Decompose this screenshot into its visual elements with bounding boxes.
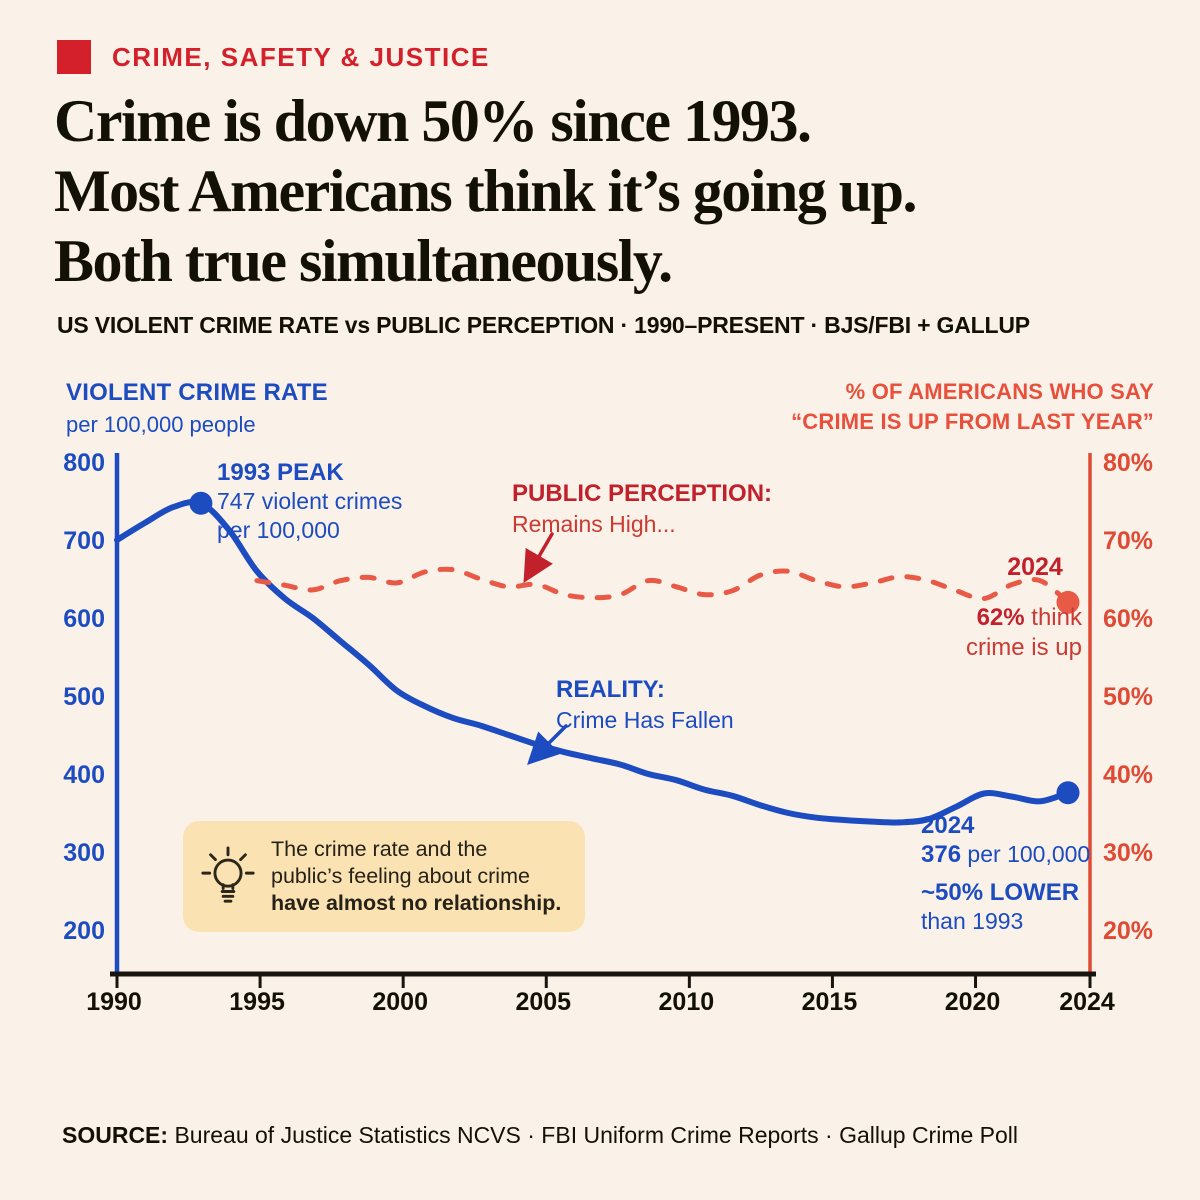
x-label-1990: 1990 (86, 988, 142, 1016)
annotation-reality-line1: Crime Has Fallen (556, 707, 734, 733)
right-tick-80: 80% (1103, 449, 1153, 477)
lightbulb-icon (201, 846, 255, 903)
right-tick-50: 50% (1103, 683, 1153, 711)
x-label-2020: 2020 (945, 988, 1001, 1016)
chart-subtitle: US VIOLENT CRIME RATE vs PUBLIC PERCEPTI… (57, 312, 1030, 338)
insight-callout: The crime rate and the public’s feeling … (183, 821, 586, 932)
left-tick-200: 200 (63, 917, 105, 945)
source-text: Bureau of Justice Statistics NCVS · FBI … (168, 1122, 1019, 1148)
callout-line-1: The crime rate and the (271, 837, 488, 861)
annotation-2024-perception-value: 62% think crime is up (966, 603, 1082, 663)
annotation-2024-perception-line2: crime is up (965, 634, 1082, 661)
crime-per100k: per 100,000 (961, 841, 1091, 867)
headline-line-2: Most Americans think it’s going up. (54, 158, 918, 224)
annotation-2024-crime-year: 2024 (921, 812, 975, 839)
callout-line-2: public’s feeling about crime (271, 864, 530, 888)
spacer (921, 869, 1090, 879)
page-title: Crime is down 50% since 1993. Most Ameri… (54, 86, 918, 296)
annotation-2024-crime: 2024 376 per 100,000 ~50% LOWER than 199… (921, 812, 1090, 935)
right-tick-70: 70% (1103, 527, 1153, 555)
insight-callout-text: The crime rate and the public’s feeling … (271, 836, 561, 917)
callout-line-3: have almost no relationship. (271, 891, 562, 915)
right-tick-30: 30% (1103, 839, 1153, 867)
right-axis-title-line2: “CRIME IS UP FROM LAST YEAR” (791, 409, 1154, 434)
x-label-1995: 1995 (229, 988, 285, 1016)
annotation-public-perception: PUBLIC PERCEPTION: Remains High... (512, 479, 772, 539)
right-axis-title: % OF AMERICANS WHO SAY “CRIME IS UP FROM… (791, 377, 1154, 437)
left-tick-700: 700 (63, 527, 105, 555)
kicker-square-icon (57, 40, 91, 74)
annotation-1993-peak-line1: 747 violent crimes (217, 488, 403, 514)
annotation-2024-crime-lower: ~50% LOWER (921, 879, 1080, 906)
annotation-1993-peak: 1993 PEAK 747 violent crimes per 100,000 (217, 458, 402, 545)
headline-line-3: Both true simultaneously. (54, 228, 673, 294)
x-label-2010: 2010 (659, 988, 715, 1016)
crime-rate-line (114, 498, 1071, 826)
source-line: SOURCE: Bureau of Justice Statistics NCV… (62, 1122, 1018, 1149)
annotation-2024-perception-line1: 62% think (966, 603, 1082, 633)
crime-376: 376 (921, 841, 962, 868)
kicker: CRIME, SAFETY & JUSTICE (57, 40, 490, 74)
dot-1993-crime (189, 491, 213, 515)
annotation-1993-peak-title: 1993 PEAK (217, 459, 344, 486)
perception-arrow-icon (523, 532, 554, 584)
x-label-2015: 2015 (802, 988, 858, 1016)
annotation-reality: REALITY: Crime Has Fallen (556, 675, 734, 735)
left-tick-300: 300 (63, 839, 105, 867)
kicker-label: CRIME, SAFETY & JUSTICE (112, 41, 490, 72)
perception-line (254, 566, 1071, 605)
left-tick-400: 400 (63, 761, 105, 789)
dot-2024-crime (1056, 781, 1080, 805)
annotation-1993-peak-line2: per 100,000 (217, 517, 340, 543)
right-tick-60: 60% (1103, 605, 1153, 633)
perception-think: think (1024, 604, 1082, 631)
source-label: SOURCE: (62, 1122, 169, 1148)
headline-line-1: Crime is down 50% since 1993. (54, 88, 812, 154)
left-axis-title: VIOLENT CRIME RATE per 100,000 people (66, 379, 328, 438)
right-axis-title-line1: % OF AMERICANS WHO SAY (845, 379, 1154, 404)
reality-arrow-icon (527, 724, 568, 765)
x-label-2005: 2005 (515, 988, 571, 1016)
left-axis-title-sub: per 100,000 people (66, 412, 256, 437)
right-tick-20: 20% (1103, 917, 1153, 945)
left-axis-title-main: VIOLENT CRIME RATE (66, 379, 328, 406)
left-tick-800: 800 (63, 449, 105, 477)
right-tick-40: 40% (1103, 761, 1153, 789)
annotation-2024-crime-value: 376 per 100,000 (921, 840, 1090, 869)
annotation-2024-crime-than: than 1993 (921, 908, 1024, 934)
x-label-2024: 2024 (1059, 988, 1115, 1016)
annotation-2024-perception-year: 2024 (1007, 553, 1063, 581)
dot-2024-perception (1056, 590, 1080, 614)
annotation-public-perception-title: PUBLIC PERCEPTION: (512, 480, 773, 507)
annotation-reality-title: REALITY: (556, 676, 665, 703)
x-label-2000: 2000 (372, 988, 428, 1016)
annotation-public-perception-line1: Remains High... (512, 511, 676, 537)
perception-62pct: 62% (976, 604, 1025, 631)
left-tick-500: 500 (63, 683, 105, 711)
left-tick-600: 600 (63, 605, 105, 633)
